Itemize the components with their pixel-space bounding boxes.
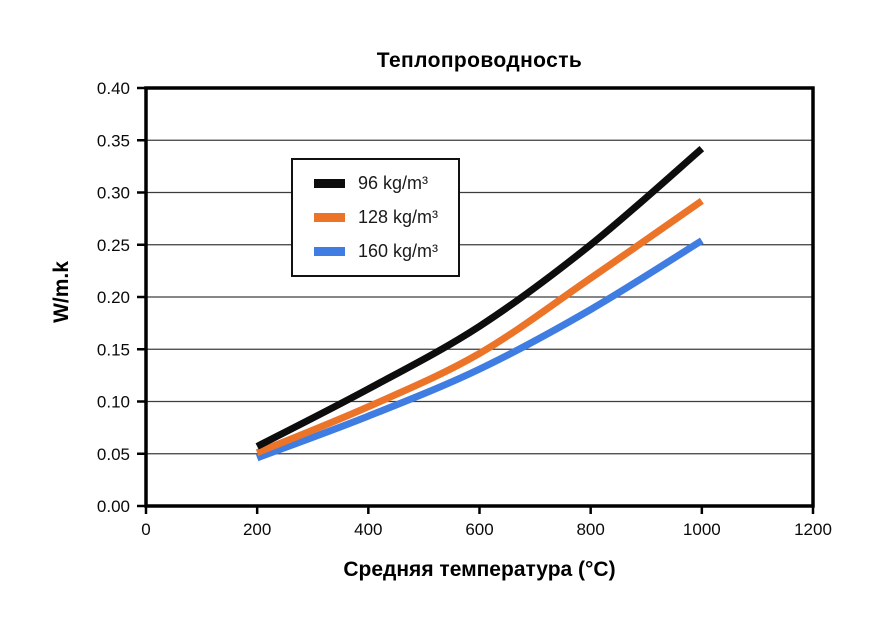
legend-label-128: 128 kg/m³: [358, 207, 439, 227]
x-tick-label: 600: [465, 520, 493, 539]
x-tick-label: 0: [141, 520, 150, 539]
legend-item-128: 128 kg/m³: [314, 207, 458, 228]
y-axis-title: W/m.k: [50, 261, 73, 323]
y-tick-label: 0.15: [97, 340, 130, 359]
chart-title: Теплопроводность: [376, 49, 583, 72]
y-tick-label: 0.30: [97, 184, 130, 203]
y-tick-label: 0.40: [97, 79, 130, 98]
legend-item-96: 96 kg/m³: [314, 173, 458, 194]
legend-label-160: 160 kg/m³: [358, 241, 439, 261]
series-line-160: [255, 237, 704, 462]
legend-swatch-160: [314, 247, 345, 256]
legend: 96 kg/m³ 128 kg/m³ 160 kg/m³: [291, 158, 460, 277]
legend-item-160: 160 kg/m³: [314, 241, 458, 262]
y-tick-label: 0.00: [97, 497, 130, 516]
x-tick-label: 1000: [683, 520, 721, 539]
x-tick-label: 200: [243, 520, 271, 539]
series-line-96: [255, 145, 705, 450]
y-tick-label: 0.10: [97, 393, 130, 412]
legend-label-96: 96 kg/m³: [358, 173, 429, 193]
x-tick-label: 400: [354, 520, 382, 539]
legend-swatch-96: [314, 179, 345, 188]
x-tick-label: 800: [576, 520, 604, 539]
x-tick-label: 1200: [794, 520, 832, 539]
x-axis-title: Средняя температура (°C): [343, 558, 616, 581]
y-tick-label: 0.20: [97, 288, 130, 307]
plot-frame: [144, 86, 815, 508]
y-tick-label: 0.05: [97, 445, 130, 464]
y-tick-label: 0.25: [97, 236, 130, 255]
legend-swatch-128: [314, 213, 345, 222]
series-line-128: [255, 197, 704, 456]
y-tick-label: 0.35: [97, 131, 130, 150]
